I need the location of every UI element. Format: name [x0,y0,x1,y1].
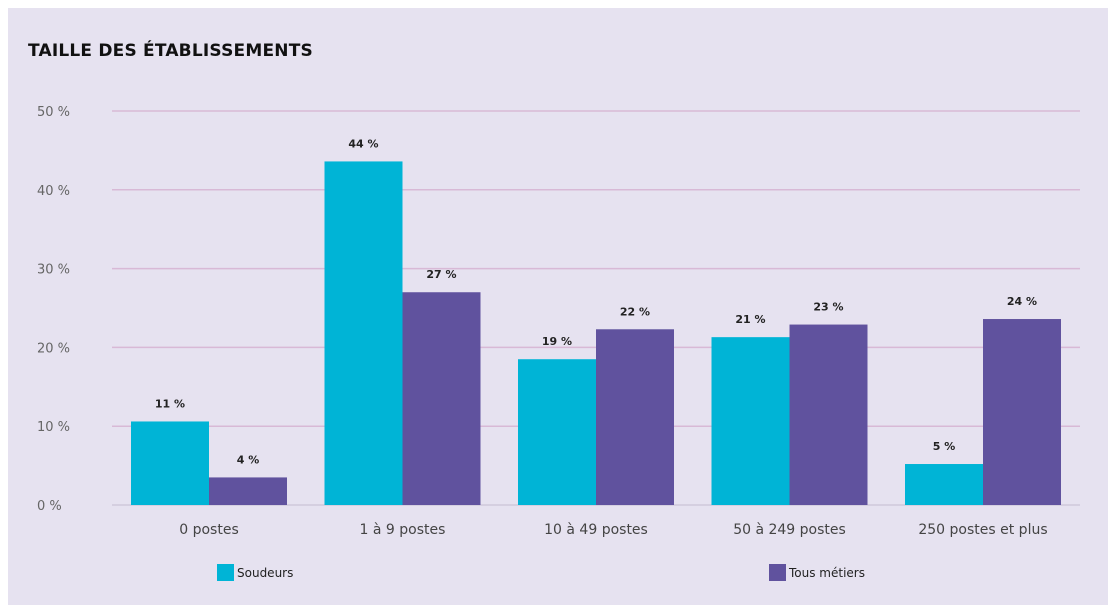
y-tick-label: 10 % [37,420,70,435]
y-tick-label: 40 % [37,184,70,199]
data-label: 27 % [426,268,456,281]
bar-soudeurs [711,337,790,505]
legend-label-tous-metiers: Tous métiers [789,565,865,580]
chart-title: TAILLE DES ÉTABLISSEMENTS [28,41,313,61]
x-axis: 0 postes 1 à 9 postes 10 à 49 postes 50 à 2… [179,522,1047,538]
bar-tous-metiers [596,329,674,505]
legend-item-soudeurs: Soudeurs [217,564,293,581]
y-tick-label: 20 % [37,341,70,356]
y-tick-label: 50 % [37,105,70,120]
legend-item-tous-metiers: Tous métiers [769,564,865,581]
data-label: 5 % [933,440,956,453]
data-label: 19 % [542,335,572,348]
x-tick-label: 50 à 249 postes [733,522,846,538]
data-label: 23 % [813,301,843,314]
legend-swatch-soudeurs [217,564,234,581]
x-tick-label: 10 à 49 postes [544,522,648,538]
bar-tous-metiers [402,292,481,505]
data-label: 22 % [620,305,650,318]
y-tick-label: 30 % [37,263,70,278]
bar-tous-metiers [789,324,868,505]
data-labels: 11 % 4 % 44 % 27 % 19 % 22 % 21 % 23 % 5 % 24 % [155,137,1037,466]
bar-soudeurs [324,161,403,505]
bar-soudeurs [905,464,983,505]
bar-tous-metiers [983,319,1061,505]
y-tick-label: 0 % [37,499,62,514]
x-tick-label: 0 postes [179,522,239,538]
y-axis: 0 % 10 % 20 % 30 % 40 % 50 % [37,105,70,514]
data-label: 24 % [1007,295,1037,308]
data-label: 4 % [237,453,260,466]
data-label: 21 % [735,313,765,326]
bar-soudeurs [131,421,209,505]
bar-soudeurs [518,359,596,505]
x-tick-label: 1 à 9 postes [360,522,446,538]
x-tick-label: 250 postes et plus [918,522,1047,538]
legend-swatch-tous-metiers [769,564,786,581]
bar-tous-metiers [209,477,287,505]
bars [131,161,1061,505]
data-label: 11 % [155,397,185,410]
data-label: 44 % [348,137,378,150]
legend-label-soudeurs: Soudeurs [237,565,294,580]
